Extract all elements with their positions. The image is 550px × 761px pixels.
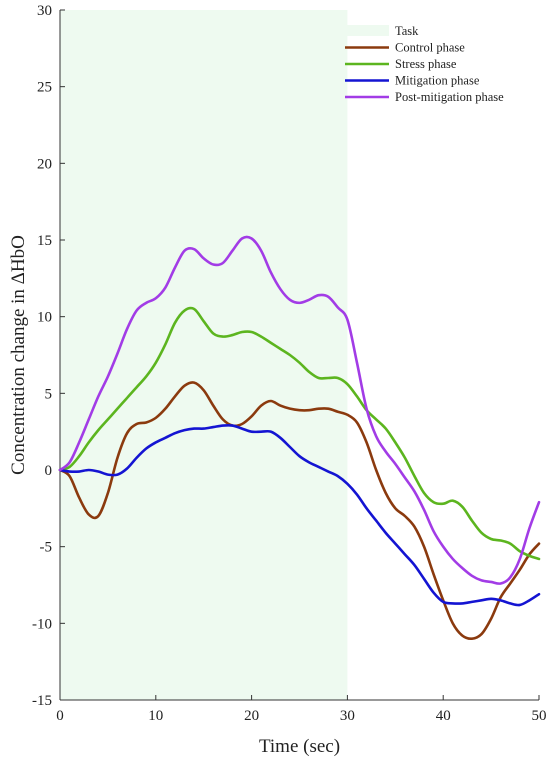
x-tick-label: 0 [56,708,64,724]
legend-swatch-task [345,25,389,36]
task-shaded-region [60,10,348,700]
series-lines [58,235,541,641]
plot-frame [59,10,539,701]
y-tick-label: 25 [37,80,52,96]
series-line-mitigation-phase [58,423,541,607]
x-tick-label: 30 [340,708,355,724]
y-tick-label: 5 [45,386,53,402]
y-axis-label: Concentration change in ΔHbO [8,235,29,475]
y-tick-label: 0 [45,463,53,479]
x-axis-label: Time (sec) [259,736,340,757]
legend-label-post-mitigation-phase: Post-mitigation phase [395,90,504,104]
x-tick-label: 40 [436,708,451,724]
task-region-rect [60,10,348,700]
y-tick-label: -5 [40,540,53,556]
y-tick-label: 10 [37,310,52,326]
legend-label-control-phase: Control phase [395,41,465,55]
legend-label-task: Task [395,24,419,38]
series-line-post-mitigation-phase [58,235,541,585]
y-axis-ticks: -15 -10 -5 0 5 10 15 20 25 30 [32,3,65,709]
legend-label-mitigation-phase: Mitigation phase [395,74,480,88]
y-tick-label: 15 [37,233,52,249]
y-tick-label: -10 [32,616,52,632]
x-tick-label: 10 [148,708,163,724]
series-line-stress-phase [58,306,541,561]
series-line-control-phase [58,381,541,641]
x-axis-ticks: 0 10 20 30 40 50 [56,695,547,724]
y-tick-label: 20 [37,156,52,172]
x-tick-label: 20 [244,708,259,724]
y-tick-label: 30 [37,3,52,19]
x-tick-label: 50 [532,708,547,724]
legend-label-stress-phase: Stress phase [395,57,457,71]
legend: Task Control phase Stress phase Mitigation … [345,24,504,104]
y-tick-label: -15 [32,693,52,709]
